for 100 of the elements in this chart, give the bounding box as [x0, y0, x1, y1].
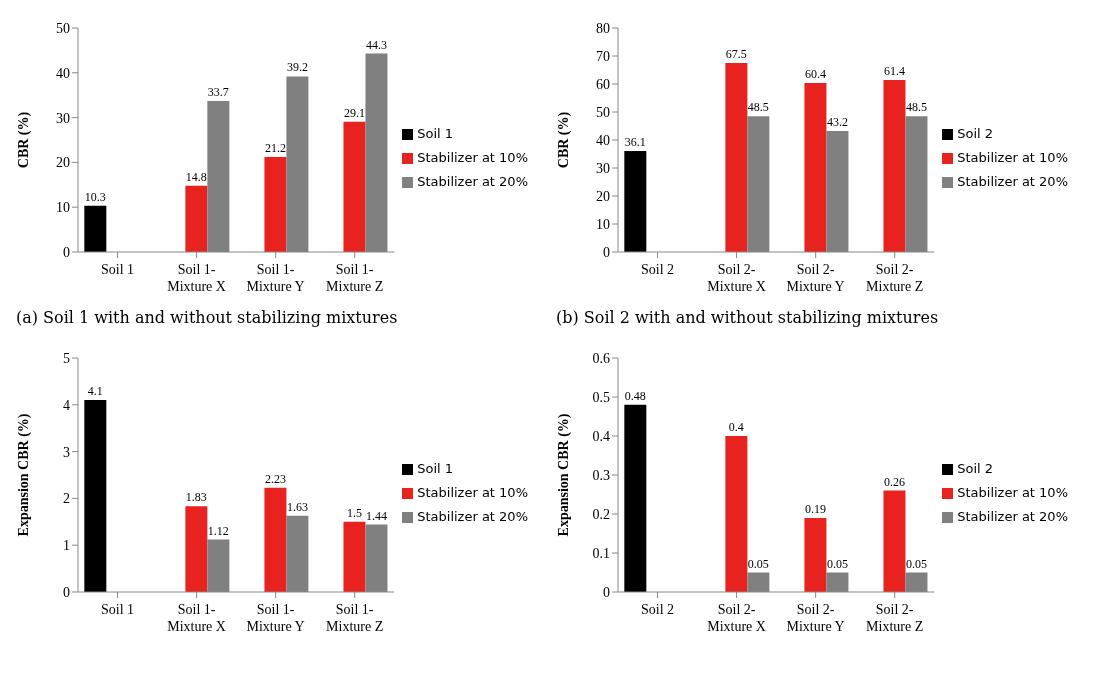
x-tick-label: Soil 2-Mixture Z [866, 262, 924, 294]
data-label: 10.3 [84, 189, 106, 204]
text: (a) Soil 1 with and without stabilizing mixtures [15, 308, 399, 329]
data-label: 36.1 [624, 134, 646, 149]
data-label: 44.3 [365, 37, 387, 52]
y-tick-label: 4 [63, 397, 70, 413]
x-tick-label: Soil 2-Mixture X [707, 602, 766, 634]
y-tick-label: 30 [56, 110, 70, 126]
data-label: 0.05 [826, 556, 848, 571]
y-axis-title: Expansion CBR (%) [555, 413, 572, 537]
y-tick-label: 70 [596, 48, 610, 64]
x-tick-label: Soil 2-Mixture X [707, 262, 766, 294]
bar [185, 185, 208, 252]
x-tick-label: Soil 1-Mixture X [167, 602, 226, 634]
data-label: 4.1 [87, 384, 103, 399]
data-label: 1.83 [185, 490, 207, 505]
bar [883, 80, 906, 252]
data-label: 48.5 [905, 100, 927, 115]
y-tick-label: 0.3 [592, 467, 610, 483]
y-tick-label: 5 [63, 350, 70, 366]
y-tick-label: 60 [596, 76, 610, 92]
bar [804, 82, 827, 252]
y-tick-label: 2 [63, 491, 70, 507]
data-label: 0.05 [747, 556, 769, 571]
x-tick-label: Soil 2-Mixture Y [786, 262, 845, 294]
y-tick-label: 30 [596, 160, 610, 176]
y-tick-label: 0.2 [592, 506, 610, 522]
y-axis-title: CBR (%) [555, 111, 572, 169]
bar [84, 205, 107, 252]
data-label: 2.23 [264, 471, 286, 486]
data-label: 14.8 [185, 169, 207, 184]
y-tick-label: 10 [596, 216, 610, 232]
bar [264, 157, 287, 252]
y-tick-label: 10 [56, 200, 70, 216]
data-label: 0.05 [905, 556, 927, 571]
x-tick-label: Soil 1-Mixture Y [246, 262, 305, 294]
x-tick-label: Soil 1-Mixture Z [326, 602, 384, 634]
data-label: 43.2 [826, 115, 848, 130]
data-label: 60.4 [804, 66, 826, 81]
y-tick-label: 50 [596, 104, 610, 120]
y-tick-label: 80 [596, 20, 610, 36]
data-label: 48.5 [747, 100, 769, 115]
x-tick-label: Soil 1-Mixture X [167, 262, 226, 294]
bar [725, 436, 748, 592]
data-label: 29.1 [343, 105, 365, 120]
data-label: 61.4 [883, 64, 905, 79]
y-tick-label: 0.6 [592, 350, 610, 366]
legend-label: Stabilizer at 20% [417, 174, 528, 189]
x-tick-label: Soil 1-Mixture Y [246, 602, 305, 634]
legend-label: Stabilizer at 20% [957, 174, 1068, 189]
data-label: 33.7 [207, 85, 229, 100]
y-tick-label: 20 [56, 155, 70, 171]
data-label: 0.26 [883, 474, 905, 489]
y-axis-title: CBR (%) [15, 111, 32, 169]
data-label: 0.48 [624, 388, 646, 403]
x-tick-label: Soil 1-Mixture Z [326, 262, 384, 294]
bar [725, 63, 748, 252]
y-axis-title: Expansion CBR (%) [15, 413, 32, 537]
text: (b) Soil 2 with and without stabilizing mixtures [555, 308, 940, 329]
data-label: 1.63 [286, 499, 308, 514]
y-tick-label: 0 [63, 584, 70, 600]
x-tick-label: Soil 2 [640, 262, 675, 277]
legend-label: Soil 2 [957, 461, 994, 476]
y-tick-label: 0 [63, 244, 70, 260]
legend-label: Soil 1 [417, 126, 454, 141]
bar [343, 521, 366, 592]
legend-label: Stabilizer at 20% [957, 509, 1068, 524]
y-tick-label: 3 [63, 444, 70, 460]
bar [883, 490, 906, 592]
y-tick-label: 50 [56, 20, 70, 36]
data-label: 1.5 [346, 505, 362, 520]
data-label: 0.19 [804, 501, 826, 516]
legend-label: Stabilizer at 10% [417, 150, 528, 165]
x-tick-label: Soil 1 [100, 602, 135, 617]
data-label: 1.44 [365, 508, 387, 523]
legend-label: Soil 2 [957, 126, 994, 141]
data-label: 39.2 [286, 60, 308, 75]
x-tick-label: Soil 1 [100, 262, 135, 277]
data-label: 0.4 [728, 420, 744, 434]
bar [624, 404, 647, 592]
bar [343, 121, 366, 252]
x-tick-label: Soil 2-Mixture Z [866, 602, 924, 634]
bar [84, 400, 107, 592]
bar [624, 150, 647, 252]
y-tick-label: 0.1 [592, 545, 610, 561]
bar [185, 506, 208, 592]
x-tick-label: Soil 2-Mixture Y [786, 602, 845, 634]
bar [804, 517, 827, 592]
y-tick-label: 20 [596, 188, 610, 204]
y-tick-label: 40 [56, 65, 70, 81]
data-label: 1.12 [207, 523, 229, 538]
y-tick-label: 0 [603, 244, 610, 260]
legend-label: Stabilizer at 20% [417, 509, 528, 524]
legend-label: Stabilizer at 10% [957, 150, 1068, 165]
y-tick-label: 0.5 [592, 389, 610, 405]
x-tick-label: Soil 2 [640, 602, 675, 617]
y-tick-label: 0.4 [592, 428, 610, 444]
y-tick-label: 40 [596, 132, 610, 148]
legend-label: Stabilizer at 10% [417, 485, 528, 500]
legend-label: Stabilizer at 10% [957, 485, 1068, 500]
